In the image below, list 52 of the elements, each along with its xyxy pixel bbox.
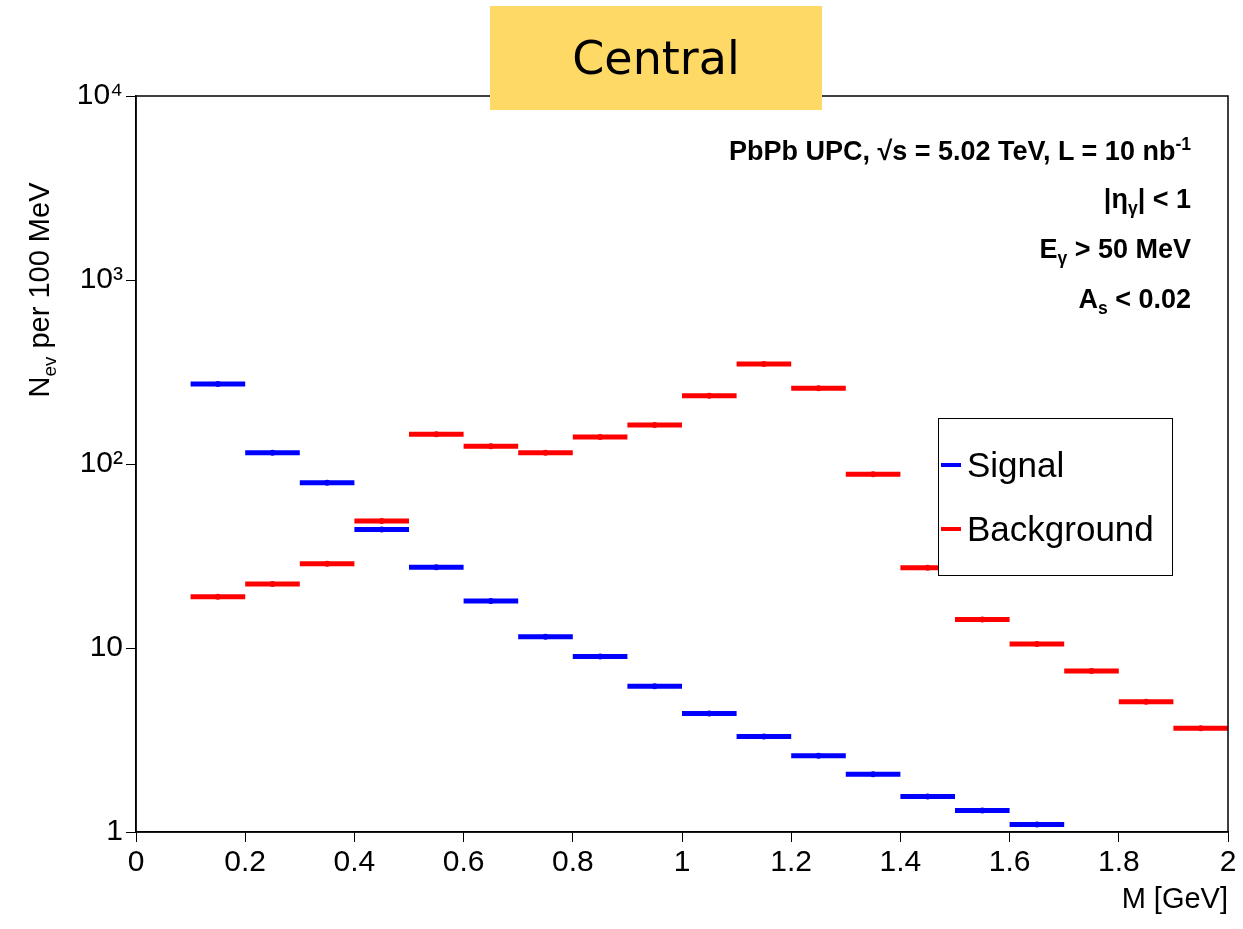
point — [378, 518, 385, 524]
x-axis-title: M [GeV] — [1121, 882, 1228, 915]
point — [1033, 641, 1040, 648]
point — [706, 392, 713, 399]
x-tick-label: 2 — [1219, 844, 1237, 878]
point — [815, 385, 822, 392]
point — [870, 771, 877, 778]
x-tick-label: 0 — [127, 844, 145, 878]
point — [597, 434, 604, 441]
point — [924, 564, 931, 571]
y-tick-label: 1 — [106, 813, 123, 847]
point — [269, 449, 276, 456]
annotation: E$_{γ}$ > 50 MeV — [1039, 234, 1191, 270]
point — [324, 560, 331, 567]
x-tick-label: 0.8 — [551, 844, 594, 878]
x-tick-label: 0.4 — [333, 844, 376, 878]
point — [1088, 667, 1095, 674]
point — [487, 598, 494, 605]
point — [433, 431, 440, 438]
x-tick-label: 1.4 — [879, 844, 922, 878]
point — [651, 421, 658, 428]
x-tick-label: 0.2 — [224, 844, 267, 878]
annotation: |η$_{γ}$| < 1 — [1103, 184, 1191, 220]
x-tick-label: 0.6 — [442, 844, 485, 878]
point — [269, 580, 276, 587]
point — [542, 633, 549, 640]
point — [1197, 725, 1204, 732]
point — [214, 593, 221, 600]
legend-label: Signal — [966, 444, 1066, 486]
point — [760, 360, 767, 367]
y-tick-label: 10³ — [79, 261, 124, 295]
y-tick-label: 10 — [89, 629, 123, 663]
x-tick-label: 1.6 — [988, 844, 1031, 878]
point — [651, 683, 658, 690]
point — [214, 381, 221, 388]
legend-label: Background — [966, 508, 1154, 550]
point — [324, 479, 331, 486]
y-tick-label: 10² — [79, 445, 124, 479]
y-tick-label: 10⁴ — [76, 77, 123, 111]
point — [815, 752, 822, 759]
annotation: PbPb UPC, √s = 5.02 TeV, L = 10 nb$^{-1}$ — [728, 134, 1191, 167]
point — [870, 471, 877, 478]
point — [542, 449, 549, 456]
chart-title: Central — [572, 31, 740, 85]
annotation: A$_{s}$ < 0.02 — [1078, 284, 1191, 320]
point — [487, 443, 494, 450]
point — [433, 564, 440, 571]
x-tick-label: 1.2 — [770, 844, 813, 878]
title-box: Central — [490, 6, 822, 110]
point — [1143, 698, 1150, 705]
x-tick-label: 1.8 — [1097, 844, 1140, 878]
x-tick-label: 1 — [673, 844, 691, 878]
